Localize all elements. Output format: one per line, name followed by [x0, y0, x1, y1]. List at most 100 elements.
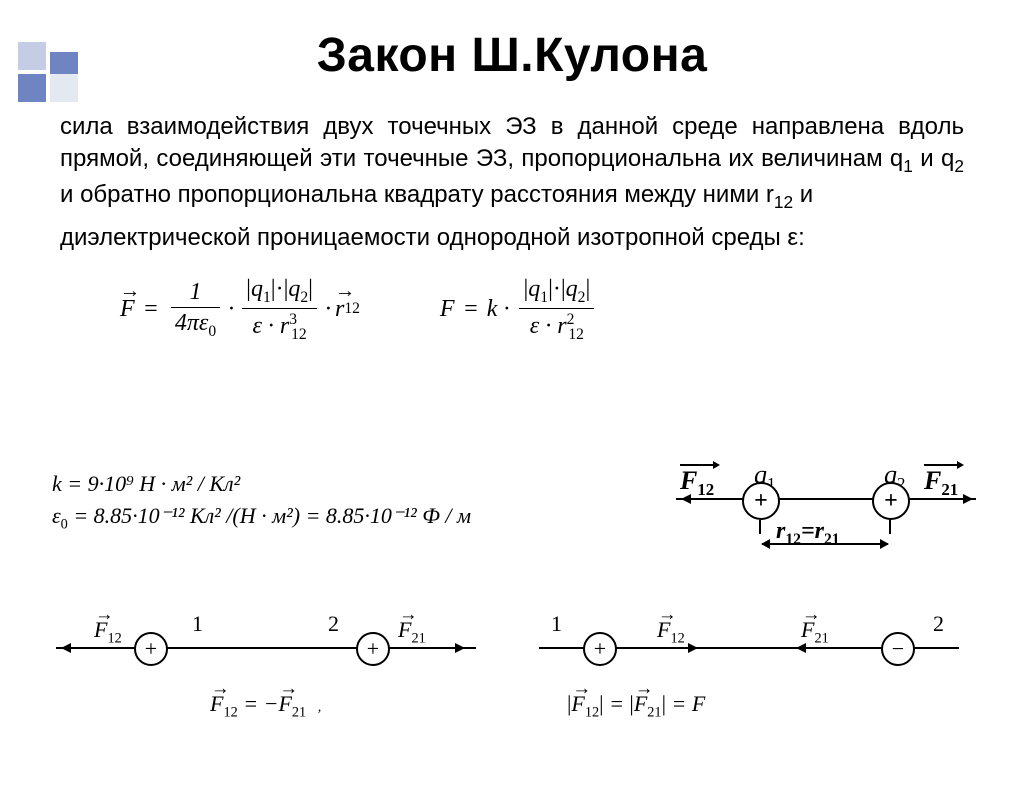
numer: |q1|·|q2| [242, 276, 317, 306]
charge-positive-icon: + [134, 632, 168, 666]
q: q [251, 276, 263, 302]
denom: ε · r312 [248, 311, 310, 343]
charge-number: 2 [328, 611, 339, 637]
F12-label: F12 [94, 617, 122, 647]
eps0-val: = 8.85·10⁻¹² Кл² /(Н · м²) = 8.85·10⁻¹² … [68, 503, 471, 528]
F: F [278, 691, 291, 716]
para-text: и q [913, 145, 955, 172]
relation-equation: F12 = −F21 , [210, 691, 321, 721]
sub: 12 [344, 300, 360, 318]
eqF: = F [666, 691, 705, 716]
dim-tick [889, 520, 891, 534]
F21-label: F21 [398, 617, 426, 647]
sub: 1 [263, 289, 271, 306]
fraction: |q1|·|q2| ε · r312 [242, 276, 317, 343]
F-vector: F [120, 296, 135, 323]
F: F [571, 691, 584, 716]
sub: 12 [670, 630, 684, 646]
F: F [924, 466, 941, 495]
charge-positive-icon: + [742, 482, 780, 520]
para-text: и обратно пропорциональна квадрату расст… [60, 181, 774, 208]
diagram-attraction: 1 + F12 F21 − 2 |F12| = |F21| = F [539, 603, 976, 743]
equals: = [463, 296, 479, 323]
q: q [566, 276, 578, 302]
sub: 0 [61, 516, 68, 532]
sub: 21 [824, 531, 840, 548]
numer: 1 [186, 279, 206, 305]
deco-sq [18, 74, 46, 102]
equation-row: F = 1 4πε0 · |q1|·|q2| ε · r312 · r12 F … [120, 276, 1024, 343]
diagram-repulsion: F12 + 1 + 2 F21 F12 = −F21 , [56, 603, 493, 743]
sub: 12 [291, 326, 307, 343]
charge-number: 1 [192, 611, 203, 637]
eq-neg: = − [238, 691, 279, 716]
q: q [288, 276, 300, 302]
F: F [657, 617, 670, 642]
eps0: ε [52, 503, 61, 528]
F: F [94, 617, 107, 642]
charge-positive-icon: + [583, 632, 617, 666]
dot: · [228, 296, 234, 323]
eq: =r [801, 518, 824, 544]
F: F [680, 466, 697, 495]
sub: 21 [647, 704, 661, 720]
decorative-squares [18, 42, 78, 102]
sub: 12 [568, 326, 584, 343]
para-sub: 12 [774, 191, 793, 211]
denom: 4πε0 [171, 310, 220, 340]
frac-bar [242, 308, 317, 309]
F12-label: F12 [657, 617, 685, 647]
sub: 12 [107, 630, 121, 646]
page-title: Закон Ш.Кулона [0, 28, 1024, 83]
sub: 12 [585, 704, 599, 720]
para-text: и [793, 181, 813, 208]
relation-equation: |F12| = |F21| = F [567, 691, 705, 721]
fraction: |q1|·|q2| ε · r212 [519, 276, 594, 343]
sub: 2 [300, 289, 308, 306]
r: r [776, 518, 785, 544]
F: F [398, 617, 411, 642]
law-paragraph: сила взаимодействия двух точечных ЭЗ в д… [60, 111, 964, 254]
F: F [634, 691, 647, 716]
q: q [528, 276, 540, 302]
numer: |q1|·|q2| [519, 276, 594, 306]
denom-txt: ε · r [530, 313, 567, 339]
charge-negative-icon: − [881, 632, 915, 666]
para-text: диэлектрической проницаемости однородной… [60, 224, 805, 251]
deco-sq [50, 74, 78, 102]
denom-txt: 4πε [175, 310, 208, 336]
charge-positive-icon: + [356, 632, 390, 666]
denom-txt: ε · r [252, 313, 289, 339]
F21-label: F21 [801, 617, 829, 647]
sub: 21 [814, 630, 828, 646]
sub: 0 [208, 323, 216, 340]
denom: ε · r212 [526, 311, 588, 343]
F-scalar: F [440, 296, 455, 323]
k-constant: k = 9·10⁹ Н · м² / Кл² [52, 471, 471, 497]
r-vector: r [335, 296, 344, 323]
eps0-constant: ε0 = 8.85·10⁻¹² Кл² /(Н · м²) = 8.85·10⁻… [52, 503, 471, 533]
equation-scalar: F = k · |q1|·|q2| ε · r212 [440, 276, 598, 343]
F: F [801, 617, 814, 642]
sub: 12 [223, 704, 237, 720]
frac-bar [519, 308, 594, 309]
para-sub: 1 [903, 156, 913, 176]
sub: 1 [540, 289, 548, 306]
F12-label: F12 [680, 466, 714, 500]
para-sub: 2 [954, 156, 964, 176]
dot: · [503, 296, 509, 323]
charge-number: 1 [551, 611, 562, 637]
fraction: 1 4πε0 [171, 279, 220, 340]
sub: 21 [292, 704, 306, 720]
k: k [487, 296, 498, 323]
eq: = [604, 691, 630, 716]
r12-label: r12=r21 [776, 518, 840, 549]
deco-sq [18, 42, 46, 70]
sub: 12 [785, 531, 801, 548]
force-diagram-small: F12 q1 + q2 + F21 r12=r21 [676, 458, 986, 563]
equation-vector: F = 1 4πε0 · |q1|·|q2| ε · r312 · r12 [120, 276, 360, 343]
para-text: сила взаимодействия двух точечных ЭЗ в д… [60, 113, 964, 172]
sub: 21 [941, 480, 958, 499]
lower-diagrams: F12 + 1 + 2 F21 F12 = −F21 , 1 + F12 F21… [56, 603, 976, 743]
charge-positive-icon: + [872, 482, 910, 520]
